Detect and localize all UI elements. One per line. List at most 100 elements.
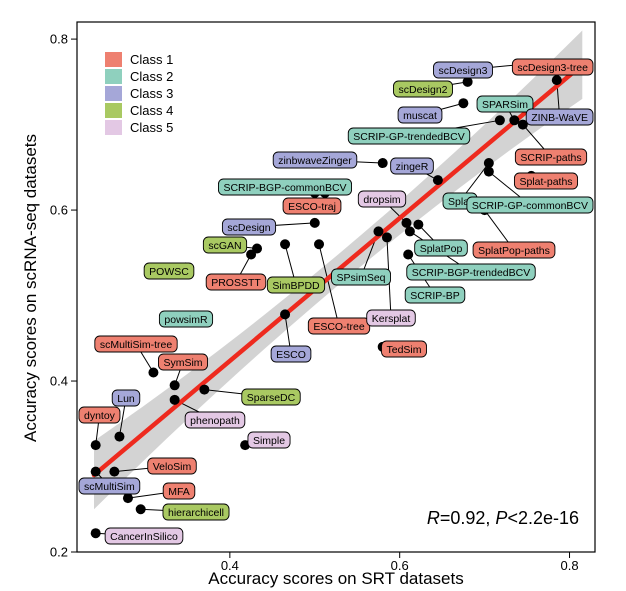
- point-label: POWSC: [143, 262, 195, 280]
- x-tick-label: 0.6: [391, 558, 409, 573]
- point-label: zingeR: [390, 157, 434, 175]
- data-point: [373, 226, 384, 237]
- point-label: scDesign3: [433, 61, 493, 79]
- point-label: SCRIP-BGP-trendedBCV: [406, 263, 536, 281]
- point-label-box: [404, 286, 466, 304]
- point-label-text: phenopath: [190, 415, 240, 427]
- point-label: ZINB-WaVE: [525, 108, 594, 126]
- point-label-box: [347, 127, 471, 145]
- data-point: [114, 431, 125, 442]
- point-labels: scDesign3-tree scDesign3 scDesign2 muscat SP…: [78, 58, 594, 545]
- point-label-box: [472, 241, 556, 259]
- point-label: MFA: [162, 482, 196, 500]
- point-label: SplatPop: [414, 239, 468, 257]
- data-point: [551, 75, 562, 86]
- point-label-text: ZINB-WaVE: [531, 112, 588, 124]
- point-label-text: hierarchicell: [168, 507, 224, 519]
- point-label-box: [94, 335, 178, 353]
- data-point: [199, 384, 210, 395]
- point-label-box: [406, 263, 536, 281]
- r-value: =0.92,: [440, 508, 496, 528]
- point-label: Splat-paths: [513, 172, 579, 190]
- x-tick-label: 0.4: [221, 558, 239, 573]
- point-label-text: ESCO-tree: [313, 321, 365, 333]
- data-point: [458, 98, 469, 109]
- point-label-box: [272, 151, 358, 169]
- point-label: hierarchicell: [162, 503, 230, 521]
- data-point: [280, 309, 291, 320]
- point-label-text: SparseDC: [247, 392, 296, 404]
- point-label: SCRIP-GP-trendedBCV: [347, 127, 471, 145]
- point-label-box: [158, 310, 214, 328]
- data-point: [90, 440, 101, 451]
- legend: Class 1 Class 2 Class 3 Class 4 Class 5: [105, 52, 173, 135]
- point-label-text: ESCO-traj: [288, 201, 336, 213]
- point-label-text: SCRIP-BGP-commonBCV: [223, 182, 346, 194]
- point-label: SCRIP-BGP-commonBCV: [217, 178, 353, 196]
- point-label-text: SimBPDD: [272, 280, 320, 292]
- y-tick-label: 0.4: [50, 374, 68, 389]
- point-label: SCRIP-paths: [514, 148, 588, 166]
- point-label-text: Kersplat: [372, 313, 411, 325]
- point-label-text: TedSim: [386, 344, 421, 356]
- r-label: R: [427, 508, 440, 528]
- legend-swatch: [105, 86, 122, 101]
- data-point: [169, 394, 180, 405]
- point-label: SCRIP-GP-commonBCV: [466, 196, 594, 214]
- point-label: scMultiSim-tree: [94, 335, 178, 353]
- point-label: Lun: [111, 389, 141, 407]
- x-axis-label: Accuracy scores on SRT datasets: [208, 569, 463, 588]
- point-label-text: CancerInSilico: [110, 531, 178, 543]
- data-point: [309, 217, 320, 228]
- y-axis-label: Accuracy scores on scRNA-seq datasets: [21, 134, 40, 442]
- point-label-text: SCRIP-GP-commonBCV: [472, 200, 588, 212]
- point-label: SymSim: [158, 353, 208, 371]
- point-label-box: [282, 197, 342, 215]
- data-point: [135, 504, 146, 515]
- legend-swatch: [105, 69, 122, 84]
- point-label: SCRIP-BP: [404, 286, 466, 304]
- data-point: [381, 232, 392, 243]
- point-label-text: scDesign: [227, 222, 270, 234]
- point-label: scDesign2: [393, 80, 453, 98]
- point-label: dropsim: [357, 190, 407, 208]
- point-label-box: [162, 482, 196, 500]
- point-label: ESCO-tree: [307, 317, 371, 335]
- legend-swatch: [105, 52, 122, 67]
- point-label: ESCO: [270, 345, 312, 363]
- point-label: ESCO-traj: [282, 197, 342, 215]
- point-label-text: SCRIP-BP: [410, 290, 460, 302]
- point-label-text: ESCO: [276, 349, 306, 361]
- legend-label: Class 1: [130, 52, 173, 67]
- p-value: <2.2e-16: [507, 508, 579, 528]
- point-label-box: [381, 340, 427, 358]
- data-point: [122, 493, 133, 504]
- point-label-text: SymSim: [163, 357, 202, 369]
- point-label-box: [217, 178, 353, 196]
- leader-line: [318, 244, 340, 327]
- point-label: Kersplat: [366, 309, 416, 327]
- data-point: [90, 466, 101, 477]
- point-label-box: [162, 503, 230, 521]
- point-label: scMultiSim: [78, 477, 141, 495]
- data-point: [148, 367, 159, 378]
- point-label-box: [158, 353, 208, 371]
- point-label-text: SCRIP-BGP-trendedBCV: [412, 267, 530, 279]
- legend-swatch: [105, 120, 122, 135]
- point-label: SplatPop-paths: [472, 241, 556, 259]
- point-label-box: [433, 61, 493, 79]
- data-point: [432, 175, 443, 186]
- data-point: [377, 158, 388, 169]
- legend-label: Class 3: [130, 86, 173, 101]
- point-label-text: powsimR: [164, 314, 208, 326]
- point-label-text: MFA: [168, 486, 190, 498]
- point-label-text: PROSSTT: [211, 277, 261, 289]
- p-label: P: [495, 508, 507, 528]
- point-label-box: [514, 148, 588, 166]
- data-point: [169, 380, 180, 391]
- legend-swatch: [105, 103, 122, 118]
- point-label-text: scMultiSim-tree: [100, 339, 173, 351]
- data-point: [517, 119, 528, 130]
- point-label-box: [397, 106, 443, 124]
